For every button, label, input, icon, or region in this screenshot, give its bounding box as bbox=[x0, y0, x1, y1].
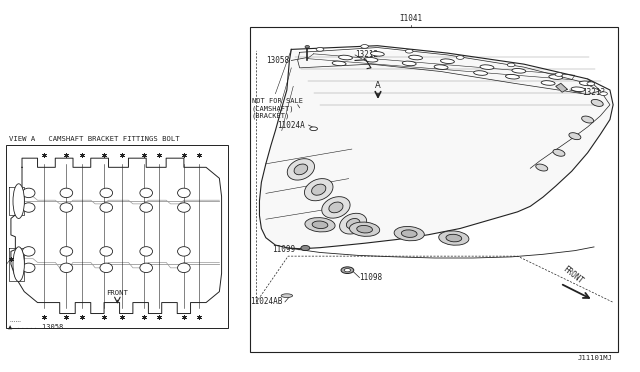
Ellipse shape bbox=[316, 48, 324, 51]
Ellipse shape bbox=[512, 68, 525, 73]
Ellipse shape bbox=[349, 222, 380, 236]
Text: 11099: 11099 bbox=[272, 246, 295, 254]
Ellipse shape bbox=[344, 269, 351, 272]
Ellipse shape bbox=[341, 267, 354, 273]
Ellipse shape bbox=[405, 49, 413, 53]
Ellipse shape bbox=[13, 184, 24, 218]
Ellipse shape bbox=[394, 227, 424, 241]
Ellipse shape bbox=[549, 75, 563, 79]
Polygon shape bbox=[259, 46, 613, 249]
Ellipse shape bbox=[339, 55, 353, 60]
Ellipse shape bbox=[301, 246, 310, 251]
Ellipse shape bbox=[582, 116, 594, 123]
Ellipse shape bbox=[332, 61, 346, 66]
Ellipse shape bbox=[177, 188, 190, 198]
Ellipse shape bbox=[553, 149, 565, 156]
Ellipse shape bbox=[346, 218, 360, 229]
Ellipse shape bbox=[508, 63, 515, 67]
Ellipse shape bbox=[569, 133, 581, 140]
Ellipse shape bbox=[22, 203, 35, 212]
Polygon shape bbox=[556, 83, 567, 92]
Text: 11024A: 11024A bbox=[276, 121, 305, 129]
Ellipse shape bbox=[474, 71, 488, 75]
Ellipse shape bbox=[140, 188, 152, 198]
Ellipse shape bbox=[312, 221, 328, 228]
Ellipse shape bbox=[403, 61, 416, 66]
Ellipse shape bbox=[22, 247, 35, 256]
Ellipse shape bbox=[312, 184, 326, 195]
Ellipse shape bbox=[177, 203, 190, 212]
Text: ▲ ..... 13058: ▲ ..... 13058 bbox=[8, 323, 63, 329]
Ellipse shape bbox=[100, 188, 113, 198]
Ellipse shape bbox=[579, 81, 593, 86]
Ellipse shape bbox=[438, 231, 469, 245]
Text: 11024AB: 11024AB bbox=[250, 298, 282, 307]
Text: 13212: 13212 bbox=[355, 51, 378, 60]
Text: NOT FOR SALE
(CAMSHAFT)
(BRACKET): NOT FOR SALE (CAMSHAFT) (BRACKET) bbox=[252, 98, 303, 119]
Ellipse shape bbox=[440, 59, 454, 64]
Text: VIEW A   CAMSHAFT BRACKET FITTINGS BOLT: VIEW A CAMSHAFT BRACKET FITTINGS BOLT bbox=[9, 136, 180, 142]
Ellipse shape bbox=[587, 82, 595, 86]
Ellipse shape bbox=[506, 74, 520, 79]
Text: FRONT: FRONT bbox=[106, 291, 128, 296]
Text: J11101MJ: J11101MJ bbox=[578, 355, 613, 361]
Ellipse shape bbox=[177, 263, 190, 273]
Ellipse shape bbox=[140, 263, 152, 273]
Ellipse shape bbox=[364, 57, 378, 62]
Ellipse shape bbox=[281, 294, 292, 298]
Ellipse shape bbox=[356, 225, 372, 233]
Ellipse shape bbox=[446, 234, 461, 242]
Text: 13058: 13058 bbox=[266, 56, 289, 65]
Ellipse shape bbox=[287, 159, 314, 180]
Ellipse shape bbox=[13, 247, 24, 282]
Ellipse shape bbox=[60, 247, 73, 256]
Ellipse shape bbox=[591, 99, 603, 106]
Ellipse shape bbox=[541, 81, 555, 85]
Ellipse shape bbox=[340, 213, 367, 234]
Ellipse shape bbox=[555, 73, 563, 76]
Ellipse shape bbox=[371, 52, 384, 56]
Ellipse shape bbox=[456, 56, 464, 60]
Ellipse shape bbox=[536, 164, 548, 171]
Ellipse shape bbox=[22, 263, 35, 273]
Ellipse shape bbox=[177, 247, 190, 256]
Ellipse shape bbox=[305, 218, 335, 232]
Bar bbox=[6, 145, 228, 328]
Ellipse shape bbox=[140, 247, 152, 256]
Ellipse shape bbox=[294, 164, 308, 175]
Text: I1041: I1041 bbox=[399, 13, 422, 22]
Ellipse shape bbox=[60, 263, 73, 273]
Ellipse shape bbox=[305, 45, 310, 48]
Bar bbox=[250, 27, 618, 352]
Ellipse shape bbox=[361, 45, 369, 48]
Ellipse shape bbox=[305, 179, 333, 201]
Text: 11098: 11098 bbox=[360, 273, 383, 282]
Ellipse shape bbox=[322, 197, 350, 218]
Ellipse shape bbox=[401, 230, 417, 237]
Ellipse shape bbox=[600, 92, 607, 96]
Text: A: A bbox=[375, 81, 381, 90]
Text: 13213: 13213 bbox=[582, 89, 605, 97]
Ellipse shape bbox=[434, 65, 448, 70]
Ellipse shape bbox=[480, 65, 494, 70]
Ellipse shape bbox=[60, 203, 73, 212]
Text: FRONT: FRONT bbox=[561, 264, 585, 285]
Ellipse shape bbox=[100, 247, 113, 256]
Ellipse shape bbox=[571, 87, 585, 92]
Ellipse shape bbox=[60, 188, 73, 198]
Ellipse shape bbox=[329, 202, 343, 213]
Ellipse shape bbox=[22, 188, 35, 198]
Ellipse shape bbox=[409, 55, 422, 60]
Ellipse shape bbox=[100, 263, 113, 273]
Ellipse shape bbox=[310, 127, 317, 131]
Ellipse shape bbox=[100, 203, 113, 212]
Ellipse shape bbox=[140, 203, 152, 212]
